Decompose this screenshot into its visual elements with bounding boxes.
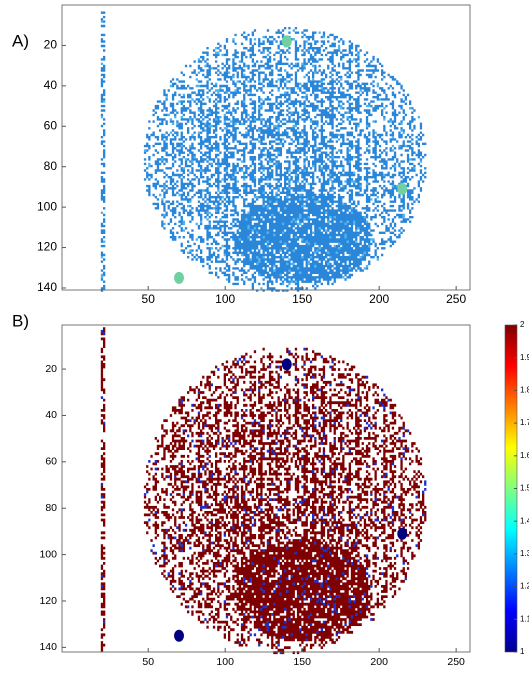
x-tick-label: 100 [215, 292, 235, 306]
colorbar-tick-label: 1.3 [520, 549, 529, 558]
hot-spot [397, 527, 408, 540]
x-tick-label: 150 [293, 656, 311, 668]
y-tick-label: 40 [44, 78, 58, 92]
hot-spot [174, 271, 185, 284]
colorbar-tick-label: 1.9 [520, 353, 529, 362]
y-tick-label: 60 [44, 118, 58, 132]
y-tick-label: 60 [45, 456, 57, 468]
hot-spot [397, 182, 408, 195]
y-tick-label: 80 [44, 159, 58, 173]
hot-spot [174, 629, 185, 642]
y-tick-label: 100 [39, 548, 57, 560]
hot-spot [281, 35, 292, 48]
colorbar-tick-label: 1.5 [520, 484, 529, 493]
colorbar-tick-label: 2 [520, 320, 525, 329]
hot-spot [281, 358, 292, 371]
axes-frame [61, 324, 471, 653]
y-tick-label: 140 [37, 280, 57, 294]
y-tick-label: 40 [45, 409, 57, 421]
y-tick-label: 20 [45, 363, 57, 375]
x-tick-label: 200 [369, 292, 389, 306]
y-tick-label: 120 [37, 240, 57, 254]
x-tick-label: 250 [447, 656, 465, 668]
x-tick-label: 100 [216, 656, 234, 668]
colorbar-tick-label: 1.6 [520, 451, 529, 460]
colorbar-tick-label: 1.2 [520, 582, 529, 591]
y-tick-label: 120 [39, 595, 57, 607]
axes-frame [61, 4, 471, 291]
colorbar-tick-label: 1.4 [520, 516, 529, 525]
x-tick-label: 200 [370, 656, 388, 668]
x-tick-label: 250 [446, 292, 466, 306]
x-tick-label: 50 [142, 292, 156, 306]
colorbar-tick-label: 1 [520, 647, 525, 656]
colorbar-tick-label: 1.7 [520, 418, 529, 427]
x-tick-label: 150 [292, 292, 312, 306]
colorbar-tick-label: 1.8 [520, 386, 529, 395]
panel-label: B) [12, 311, 29, 330]
heatmap-texture [100, 327, 427, 655]
panel-label: A) [12, 31, 29, 50]
x-tick-label: 50 [142, 656, 154, 668]
y-tick-label: 100 [37, 199, 57, 213]
colorbar-tick-label: 1.1 [520, 614, 529, 623]
y-tick-label: 20 [44, 38, 58, 52]
y-tick-label: 80 [45, 502, 57, 514]
heatmap-texture [100, 11, 427, 292]
y-tick-label: 140 [39, 641, 57, 653]
